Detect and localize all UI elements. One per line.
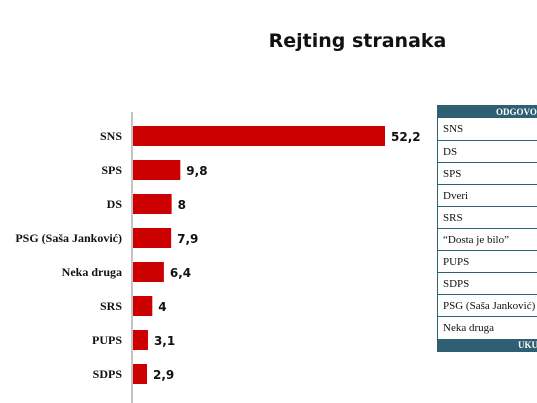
table-row: Neka druga (443, 322, 495, 334)
bar-chart: SNS 52,2 SPS 9,8 DS 8 PSG (Saša Janković) 7,9 Ne… (15, 112, 421, 403)
table-row: PSG (Saša Janković) (438, 295, 537, 317)
table-row: DS (438, 141, 537, 163)
bar (133, 126, 385, 146)
table-row: SNS (438, 118, 537, 141)
chart-title: Rejting stranaka (268, 30, 447, 52)
category-label: SRS (100, 299, 122, 313)
bar (133, 194, 172, 214)
category-label: SDPS (93, 367, 123, 381)
table-row: SDPS (438, 273, 537, 295)
table-row: Dveri (438, 185, 537, 207)
value-label: 52,2 (391, 130, 421, 144)
table-footer: UKUPNO (438, 339, 537, 351)
category-label: PUPS (92, 333, 122, 347)
value-label: 4 (158, 300, 166, 314)
category-label: PSG (Saša Janković) (15, 231, 122, 245)
bar (133, 160, 181, 180)
bar (133, 364, 147, 384)
bar (133, 228, 172, 248)
value-label: 3,1 (154, 334, 175, 348)
table-header: ODGOVORI (438, 106, 537, 118)
category-label: DS (107, 197, 123, 211)
value-label: 2,9 (153, 368, 174, 382)
value-label: 9,8 (186, 164, 207, 178)
value-label: 7,9 (177, 232, 198, 246)
category-label: SPS (101, 163, 122, 177)
table-row: SRS (438, 207, 537, 229)
value-label: 6,4 (170, 266, 191, 280)
category-label: Neka druga (62, 265, 122, 279)
table-row: “Dosta je bilo” (438, 229, 537, 251)
bar (133, 330, 148, 350)
table-row: PUPS (438, 251, 537, 273)
value-label: 8 (178, 198, 186, 212)
bar (133, 296, 153, 316)
category-label: SNS (100, 129, 122, 143)
table-row: SPS (438, 163, 537, 185)
bar (133, 262, 164, 282)
